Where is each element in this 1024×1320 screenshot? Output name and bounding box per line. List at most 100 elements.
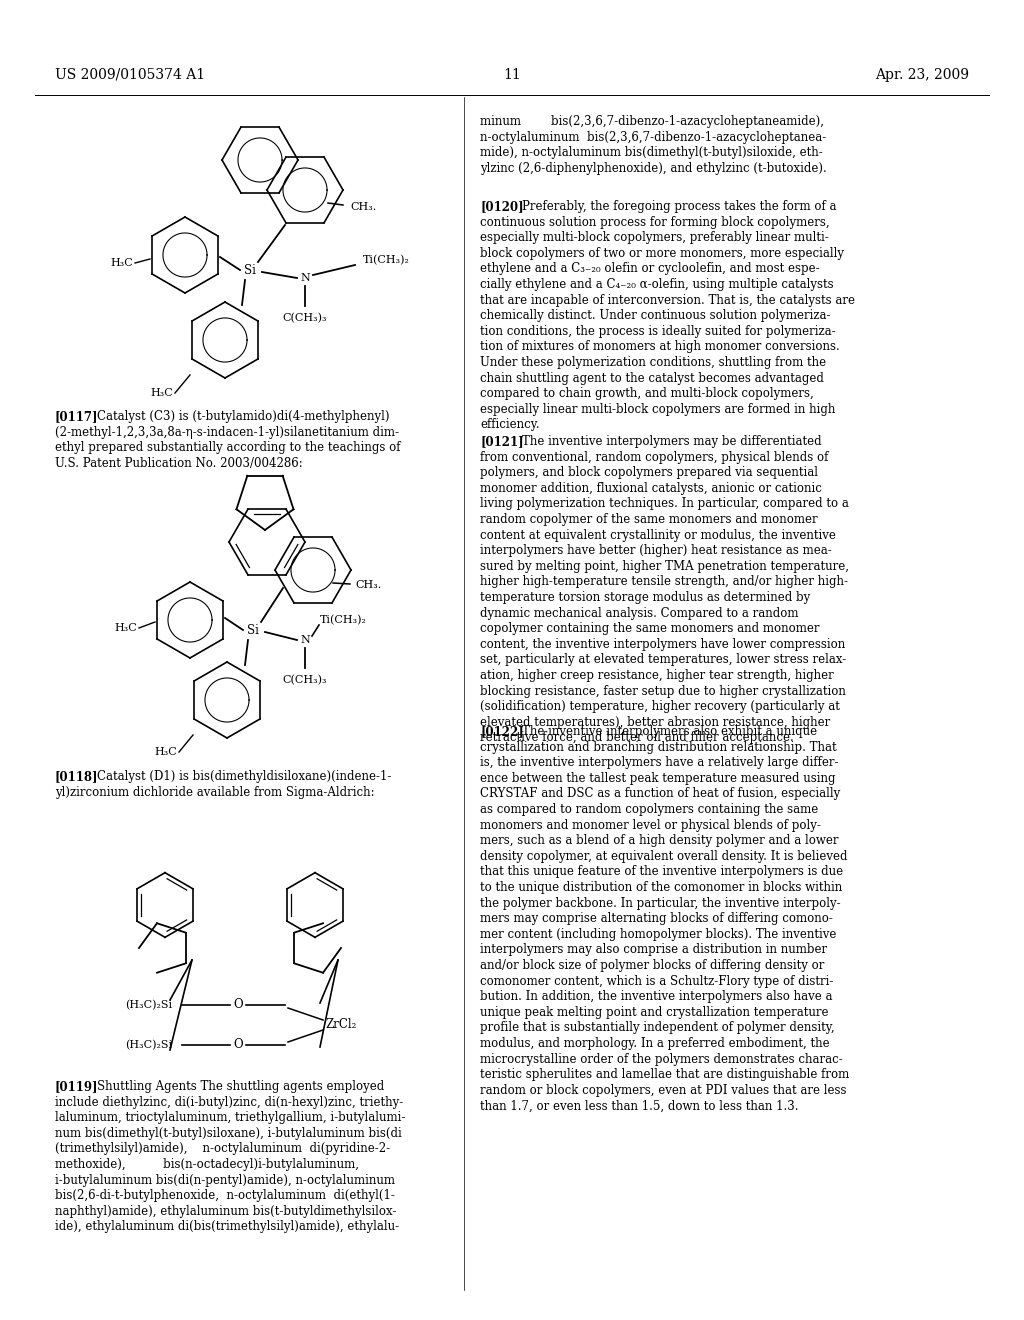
Text: monomer addition, fluxional catalysts, anionic or cationic: monomer addition, fluxional catalysts, a… [480,482,822,495]
Text: crystallization and branching distribution relationship. That: crystallization and branching distributi… [480,741,837,754]
Text: Under these polymerization conditions, shuttling from the: Under these polymerization conditions, s… [480,356,826,370]
Text: higher high-temperature tensile strength, and/or higher high-: higher high-temperature tensile strength… [480,576,848,589]
Text: include diethylzinc, di(i-butyl)zinc, di(n-hexyl)zinc, triethy-: include diethylzinc, di(i-butyl)zinc, di… [55,1096,403,1109]
Text: Apr. 23, 2009: Apr. 23, 2009 [874,69,969,82]
Text: C(CH₃)₃: C(CH₃)₃ [283,313,328,323]
Text: as compared to random copolymers containing the same: as compared to random copolymers contain… [480,803,818,816]
Text: random copolymer of the same monomers and monomer: random copolymer of the same monomers an… [480,513,817,525]
Text: ylzinc (2,6-diphenylphenoxide), and ethylzinc (t-butoxide).: ylzinc (2,6-diphenylphenoxide), and ethy… [480,162,826,174]
Text: O: O [233,998,243,1011]
Text: naphthyl)amide), ethylaluminum bis(t-butyldimethylsilox-: naphthyl)amide), ethylaluminum bis(t-but… [55,1205,396,1218]
Text: tion of mixtures of monomers at high monomer conversions.: tion of mixtures of monomers at high mon… [480,341,840,354]
Text: mer content (including homopolymer blocks). The inventive: mer content (including homopolymer block… [480,928,837,941]
Text: 11: 11 [503,69,521,82]
Text: i-butylaluminum bis(di(n-pentyl)amide), n-octylaluminum: i-butylaluminum bis(di(n-pentyl)amide), … [55,1173,395,1187]
Text: Shuttling Agents The shuttling agents employed: Shuttling Agents The shuttling agents em… [82,1080,384,1093]
Text: (2-methyl-1,2,3,3a,8a-η-s-indacen-1-yl)silanetitanium dim-: (2-methyl-1,2,3,3a,8a-η-s-indacen-1-yl)s… [55,425,399,438]
Text: to the unique distribution of the comonomer in blocks within: to the unique distribution of the comono… [480,880,843,894]
Text: polymers, and block copolymers prepared via sequential: polymers, and block copolymers prepared … [480,466,818,479]
Text: content, the inventive interpolymers have lower compression: content, the inventive interpolymers hav… [480,638,845,651]
Text: efficiency.: efficiency. [480,418,540,432]
Text: is, the inventive interpolymers have a relatively large differ-: is, the inventive interpolymers have a r… [480,756,839,770]
Text: content at equivalent crystallinity or modulus, the inventive: content at equivalent crystallinity or m… [480,528,836,541]
Text: methoxide),          bis(n-octadecyl)i-butylaluminum,: methoxide), bis(n-octadecyl)i-butylalumi… [55,1158,359,1171]
Text: (solidification) temperature, higher recovery (particularly at: (solidification) temperature, higher rec… [480,700,840,713]
Text: temperature torsion storage modulus as determined by: temperature torsion storage modulus as d… [480,591,810,605]
Text: C(CH₃)₃: C(CH₃)₃ [283,675,328,685]
Text: from conventional, random copolymers, physical blends of: from conventional, random copolymers, ph… [480,450,828,463]
Text: teristic spherulites and lamellae that are distinguishable from: teristic spherulites and lamellae that a… [480,1068,849,1081]
Text: ZrCl₂: ZrCl₂ [325,1019,356,1031]
Text: [0120]: [0120] [480,201,523,213]
Text: n-octylaluminum  bis(2,3,6,7-dibenzo-1-azacycloheptanea-: n-octylaluminum bis(2,3,6,7-dibenzo-1-az… [480,131,826,144]
Text: Ti(CH₃)₂: Ti(CH₃)₂ [319,615,367,626]
Text: than 1.7, or even less than 1.5, down to less than 1.3.: than 1.7, or even less than 1.5, down to… [480,1100,799,1113]
Text: tion conditions, the process is ideally suited for polymeriza-: tion conditions, the process is ideally … [480,325,836,338]
Text: chemically distinct. Under continuous solution polymeriza-: chemically distinct. Under continuous so… [480,309,830,322]
Text: (H₃C)₂Si: (H₃C)₂Si [125,999,172,1010]
Text: that this unique feature of the inventive interpolymers is due: that this unique feature of the inventiv… [480,866,843,878]
Text: cially ethylene and a C₄₋₂₀ α-olefin, using multiple catalysts: cially ethylene and a C₄₋₂₀ α-olefin, us… [480,279,834,290]
Text: ethyl prepared substantially according to the teachings of: ethyl prepared substantially according t… [55,441,400,454]
Text: The inventive interpolymers may be differentiated: The inventive interpolymers may be diffe… [507,436,821,447]
Text: modulus, and morphology. In a preferred embodiment, the: modulus, and morphology. In a preferred … [480,1038,829,1049]
Text: [0117]: [0117] [55,411,98,422]
Text: minum        bis(2,3,6,7-dibenzo-1-azacycloheptaneamide),: minum bis(2,3,6,7-dibenzo-1-azacyclohept… [480,115,824,128]
Text: interpolymers may also comprise a distribution in number: interpolymers may also comprise a distri… [480,944,827,957]
Text: sured by melting point, higher TMA penetration temperature,: sured by melting point, higher TMA penet… [480,560,849,573]
Text: [0119]: [0119] [55,1080,98,1093]
Text: [0122]: [0122] [480,725,523,738]
Text: laluminum, trioctylaluminum, triethylgallium, i-butylalumi-: laluminum, trioctylaluminum, triethylgal… [55,1111,406,1125]
Text: [0121]: [0121] [480,436,523,447]
Text: ation, higher creep resistance, higher tear strength, higher: ation, higher creep resistance, higher t… [480,669,834,682]
Text: O: O [233,1039,243,1052]
Text: U.S. Patent Publication No. 2003/004286:: U.S. Patent Publication No. 2003/004286: [55,457,303,470]
Text: H₃C: H₃C [155,747,177,756]
Text: that are incapable of interconversion. That is, the catalysts are: that are incapable of interconversion. T… [480,293,855,306]
Text: mers, such as a blend of a high density polymer and a lower: mers, such as a blend of a high density … [480,834,839,847]
Text: and/or block size of polymer blocks of differing density or: and/or block size of polymer blocks of d… [480,960,824,972]
Text: Catalyst (D1) is bis(dimethyldisiloxane)(indene-1-: Catalyst (D1) is bis(dimethyldisiloxane)… [82,770,391,783]
Text: blocking resistance, faster setup due to higher crystallization: blocking resistance, faster setup due to… [480,685,846,697]
Text: Catalyst (C3) is (t-butylamido)di(4-methylphenyl): Catalyst (C3) is (t-butylamido)di(4-meth… [82,411,389,422]
Text: yl)zirconium dichloride available from Sigma-Aldrich:: yl)zirconium dichloride available from S… [55,785,375,799]
Text: N: N [300,635,310,645]
Text: ence between the tallest peak temperature measured using: ence between the tallest peak temperatur… [480,772,836,785]
Text: ethylene and a C₃₋₂₀ olefin or cycloolefin, and most espe-: ethylene and a C₃₋₂₀ olefin or cycloolef… [480,263,819,276]
Text: mide), n-octylaluminum bis(dimethyl(t-butyl)siloxide, eth-: mide), n-octylaluminum bis(dimethyl(t-bu… [480,147,822,160]
Text: (trimethylsilyl)amide),    n-octylaluminum  di(pyridine-2-: (trimethylsilyl)amide), n-octylaluminum … [55,1142,390,1155]
Text: num bis(dimethyl(t-butyl)siloxane), i-butylaluminum bis(di: num bis(dimethyl(t-butyl)siloxane), i-bu… [55,1127,401,1139]
Text: block copolymers of two or more monomers, more especially: block copolymers of two or more monomers… [480,247,844,260]
Text: monomers and monomer level or physical blends of poly-: monomers and monomer level or physical b… [480,818,821,832]
Text: random or block copolymers, even at PDI values that are less: random or block copolymers, even at PDI … [480,1084,847,1097]
Text: CH₃.: CH₃. [350,202,376,213]
Text: [0118]: [0118] [55,770,98,783]
Text: The inventive interpolymers also exhibit a unique: The inventive interpolymers also exhibit… [507,725,817,738]
Text: chain shuttling agent to the catalyst becomes advantaged: chain shuttling agent to the catalyst be… [480,372,824,384]
Text: retractive force, and better oil and filler acceptance.: retractive force, and better oil and fil… [480,731,794,744]
Text: profile that is substantially independent of polymer density,: profile that is substantially independen… [480,1022,835,1035]
Text: H₃C: H₃C [111,257,133,268]
Text: copolymer containing the same monomers and monomer: copolymer containing the same monomers a… [480,622,819,635]
Text: bution. In addition, the inventive interpolymers also have a: bution. In addition, the inventive inter… [480,990,833,1003]
Text: US 2009/0105374 A1: US 2009/0105374 A1 [55,69,205,82]
Text: density copolymer, at equivalent overall density. It is believed: density copolymer, at equivalent overall… [480,850,848,863]
Text: interpolymers have better (higher) heat resistance as mea-: interpolymers have better (higher) heat … [480,544,831,557]
Text: especially multi-block copolymers, preferably linear multi-: especially multi-block copolymers, prefe… [480,231,828,244]
Text: CRYSTAF and DSC as a function of heat of fusion, especially: CRYSTAF and DSC as a function of heat of… [480,788,841,800]
Text: (H₃C)₂Si: (H₃C)₂Si [125,1040,172,1051]
Text: especially linear multi-block copolymers are formed in high: especially linear multi-block copolymers… [480,403,836,416]
Text: comonomer content, which is a Schultz-Flory type of distri-: comonomer content, which is a Schultz-Fl… [480,974,834,987]
Text: mers may comprise alternating blocks of differing comono-: mers may comprise alternating blocks of … [480,912,833,925]
Text: Si: Si [247,623,259,636]
Text: compared to chain growth, and multi-block copolymers,: compared to chain growth, and multi-bloc… [480,387,814,400]
Text: Preferably, the foregoing process takes the form of a: Preferably, the foregoing process takes … [507,201,836,213]
Text: elevated temperatures), better abrasion resistance, higher: elevated temperatures), better abrasion … [480,715,830,729]
Text: continuous solution process for forming block copolymers,: continuous solution process for forming … [480,215,829,228]
Text: ide), ethylaluminum di(bis(trimethylsilyl)amide), ethylalu-: ide), ethylaluminum di(bis(trimethylsily… [55,1221,399,1233]
Text: H₃C: H₃C [151,388,173,399]
Text: living polymerization techniques. In particular, compared to a: living polymerization techniques. In par… [480,498,849,511]
Text: N: N [300,273,310,282]
Text: unique peak melting point and crystallization temperature: unique peak melting point and crystalliz… [480,1006,828,1019]
Text: CH₃.: CH₃. [355,579,381,590]
